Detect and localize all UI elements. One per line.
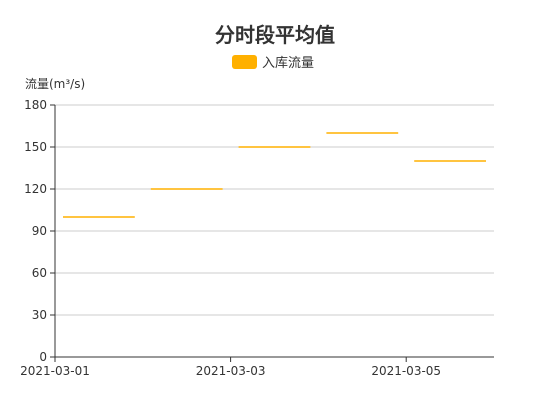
- y-axis-ticks: 0 30 60 90 120 150 180: [24, 98, 55, 364]
- chart-title: 分时段平均值: [215, 23, 335, 47]
- y-tick-label: 90: [32, 224, 47, 238]
- y-axis-name: 流量(m³/s): [25, 77, 85, 91]
- legend[interactable]: 入库流量: [232, 55, 314, 71]
- y-tick-label: 0: [39, 350, 47, 364]
- y-tick-label: 60: [32, 266, 47, 280]
- x-tick-label: 2021-03-05: [371, 364, 441, 378]
- x-axis-ticks: 2021-03-01 2021-03-03 2021-03-05: [20, 357, 441, 378]
- grid-lines: [55, 104, 494, 316]
- x-tick-label: 2021-03-01: [20, 364, 90, 378]
- x-tick-label: 2021-03-03: [196, 364, 266, 378]
- legend-label: 入库流量: [262, 55, 314, 71]
- y-tick-label: 120: [24, 182, 47, 196]
- legend-swatch: [232, 55, 257, 69]
- y-tick-label: 180: [24, 98, 47, 112]
- series-segments: [63, 132, 486, 218]
- y-tick-label: 150: [24, 140, 47, 154]
- y-tick-label: 30: [32, 308, 47, 322]
